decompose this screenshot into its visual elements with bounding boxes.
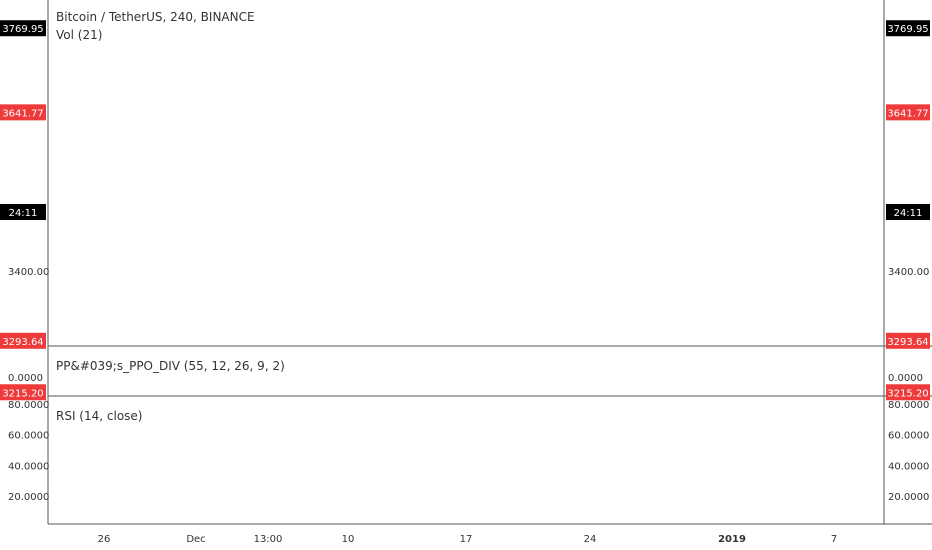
- price-badge-left-text: 3215.20: [2, 388, 43, 399]
- price-badge-left: [0, 384, 46, 401]
- time-axis-label: 2019: [718, 534, 746, 545]
- time-axis-label: 26: [98, 534, 111, 545]
- price-badge-right: [886, 104, 930, 121]
- time-axis-label: 24: [584, 534, 597, 545]
- price-badge-left: [0, 20, 46, 37]
- symbol-title[interactable]: Bitcoin / TetherUS, 240, BINANCE: [56, 10, 255, 24]
- time-axis-label: 17: [460, 534, 473, 545]
- rsi-axis-label-right: 80.0000: [888, 400, 929, 411]
- rsi-indicator-label[interactable]: RSI (14, close): [56, 409, 143, 423]
- price-badge-left-text: 3641.77: [2, 108, 43, 119]
- price-badge-right: [886, 20, 930, 37]
- rsi-axis-label-left: 20.0000: [8, 492, 49, 503]
- rsi-axis-label-left: 40.0000: [8, 461, 49, 472]
- time-axis-label: Dec: [186, 534, 205, 545]
- price-badge-left: [0, 332, 46, 349]
- ppo-axis-label-right: 0.0000: [888, 373, 923, 384]
- ppo-indicator-label[interactable]: PP&#039;s_PPO_DIV (55, 12, 26, 9, 2): [56, 359, 285, 373]
- rsi-axis-label-right: 40.0000: [888, 461, 929, 472]
- ppo-axis-label-left: 0.0000: [8, 373, 43, 384]
- time-axis-label: 13:00: [254, 534, 283, 545]
- price-badge-left: [0, 204, 46, 220]
- price-axis-label-left: 3400.00: [8, 267, 49, 278]
- price-axis-label-right: 3400.00: [888, 267, 929, 278]
- price-badge-right-text: 3769.95: [887, 24, 928, 35]
- price-badge-right: [886, 384, 930, 401]
- price-badge-right-text: 3215.20: [887, 388, 928, 399]
- price-badge-left-text: 3293.64: [2, 337, 43, 348]
- rsi-axis-label-right: 20.0000: [888, 492, 929, 503]
- rsi-axis-label-left: 80.0000: [8, 400, 49, 411]
- rsi-axis-label-right: 60.0000: [888, 431, 929, 442]
- price-badge-right: [886, 204, 930, 220]
- price-badge-right: [886, 332, 930, 349]
- volume-indicator-label[interactable]: Vol (21): [56, 28, 103, 42]
- price-badge-right-text: 24:11: [894, 208, 923, 219]
- rsi-axis-label-left: 60.0000: [8, 431, 49, 442]
- price-badge-left-text: 3769.95: [2, 24, 43, 35]
- price-badge-left: [0, 104, 46, 121]
- price-badge-left-text: 24:11: [9, 208, 38, 219]
- time-axis-label: 7: [831, 534, 837, 545]
- price-badge-right-text: 3641.77: [887, 108, 928, 119]
- price-badge-right-text: 3293.64: [887, 337, 928, 348]
- time-axis-label: 10: [342, 534, 355, 545]
